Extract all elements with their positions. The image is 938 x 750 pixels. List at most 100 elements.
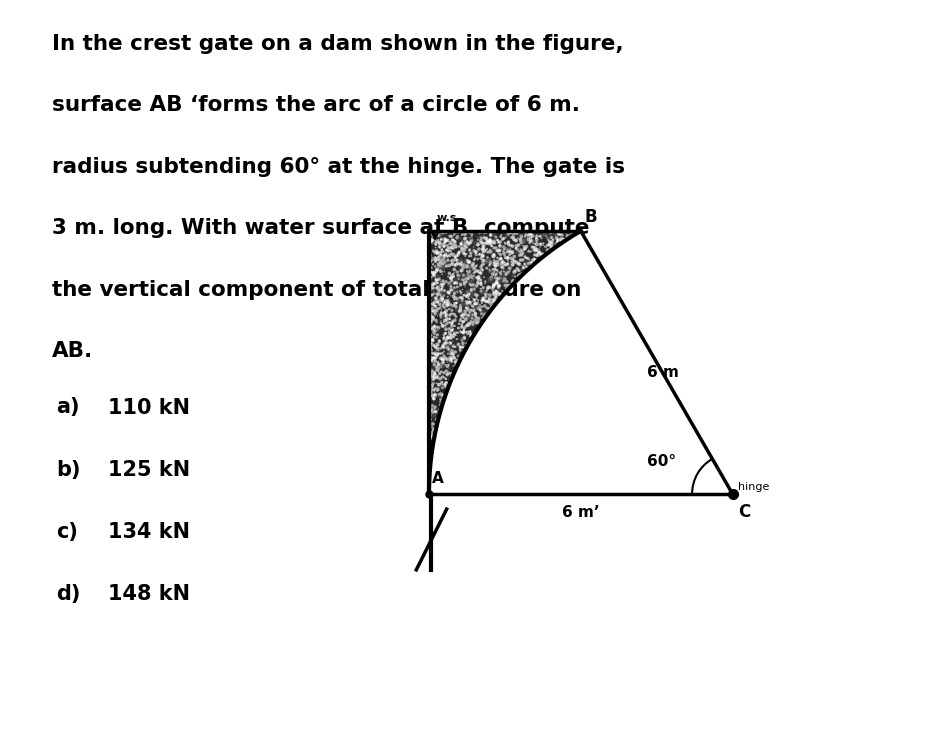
Point xyxy=(429,300,444,312)
Point xyxy=(496,232,511,244)
Point xyxy=(438,298,453,310)
Point xyxy=(487,249,502,261)
Point xyxy=(517,244,532,256)
Point xyxy=(431,408,446,420)
Point xyxy=(518,251,533,263)
Point xyxy=(524,226,539,238)
Point xyxy=(480,308,495,320)
Point xyxy=(431,285,446,297)
Point xyxy=(421,454,436,466)
Point xyxy=(492,236,507,248)
Point xyxy=(470,316,485,328)
Point xyxy=(468,289,483,301)
Point xyxy=(425,310,440,322)
Point xyxy=(446,360,461,372)
Point xyxy=(422,341,437,353)
Point xyxy=(465,273,480,285)
Point xyxy=(448,254,463,266)
Point xyxy=(450,273,465,285)
Point xyxy=(445,345,460,357)
Point xyxy=(426,352,441,364)
Point xyxy=(468,310,483,322)
Point xyxy=(431,284,446,296)
Point xyxy=(496,245,511,257)
Point xyxy=(422,352,437,364)
Point xyxy=(507,257,522,269)
Point xyxy=(458,241,473,253)
Point xyxy=(444,290,459,302)
Point xyxy=(473,248,488,260)
Point xyxy=(426,374,441,386)
Point xyxy=(505,226,520,238)
Point xyxy=(516,262,531,274)
Point xyxy=(475,311,490,323)
Point xyxy=(455,341,470,353)
Point xyxy=(426,286,441,298)
Point xyxy=(471,278,486,290)
Point xyxy=(434,278,449,290)
Point xyxy=(466,267,481,279)
Point xyxy=(453,237,468,249)
Point xyxy=(513,234,528,246)
Point xyxy=(434,262,449,274)
Point xyxy=(453,341,468,353)
Point xyxy=(476,294,491,306)
Point xyxy=(496,262,511,274)
Point xyxy=(444,272,459,284)
Point xyxy=(433,254,448,266)
Point xyxy=(432,241,447,253)
Point xyxy=(489,297,504,309)
Point xyxy=(489,231,504,243)
Point xyxy=(430,296,445,307)
Point xyxy=(449,297,464,309)
Point xyxy=(474,252,489,264)
Point xyxy=(543,226,558,238)
Point xyxy=(494,258,509,270)
Point xyxy=(478,288,493,300)
Point xyxy=(432,230,447,242)
Point xyxy=(511,246,526,258)
Point xyxy=(468,246,483,258)
Point xyxy=(554,235,569,247)
Point xyxy=(474,316,489,328)
Point xyxy=(426,306,441,318)
Point xyxy=(429,372,444,384)
Point xyxy=(436,249,451,261)
Point xyxy=(522,261,537,273)
Point xyxy=(471,302,486,314)
Point xyxy=(492,288,507,300)
Point xyxy=(448,242,463,254)
Point xyxy=(466,280,481,292)
Point xyxy=(447,356,462,368)
Point xyxy=(457,332,472,344)
Point xyxy=(427,424,442,436)
Point xyxy=(507,226,522,238)
Point xyxy=(546,238,561,250)
Point xyxy=(446,352,461,364)
Point xyxy=(511,270,526,282)
Point xyxy=(423,407,438,419)
Point xyxy=(426,305,441,317)
Point xyxy=(535,251,550,263)
Point xyxy=(479,243,494,255)
Point xyxy=(457,309,472,321)
Point xyxy=(441,363,456,375)
Point xyxy=(444,328,459,340)
Point xyxy=(430,263,445,275)
Point xyxy=(462,318,477,330)
Point xyxy=(449,286,464,298)
Point xyxy=(429,361,444,373)
Point xyxy=(454,242,469,254)
Point xyxy=(459,312,474,324)
Point xyxy=(429,226,444,238)
Point xyxy=(529,244,544,256)
Point xyxy=(451,240,466,252)
Point xyxy=(506,254,521,266)
Point xyxy=(479,246,494,258)
Point xyxy=(440,342,455,354)
Point xyxy=(457,260,472,272)
Point xyxy=(434,304,449,316)
Point xyxy=(490,293,505,305)
Point xyxy=(464,312,479,324)
Point xyxy=(477,231,492,243)
